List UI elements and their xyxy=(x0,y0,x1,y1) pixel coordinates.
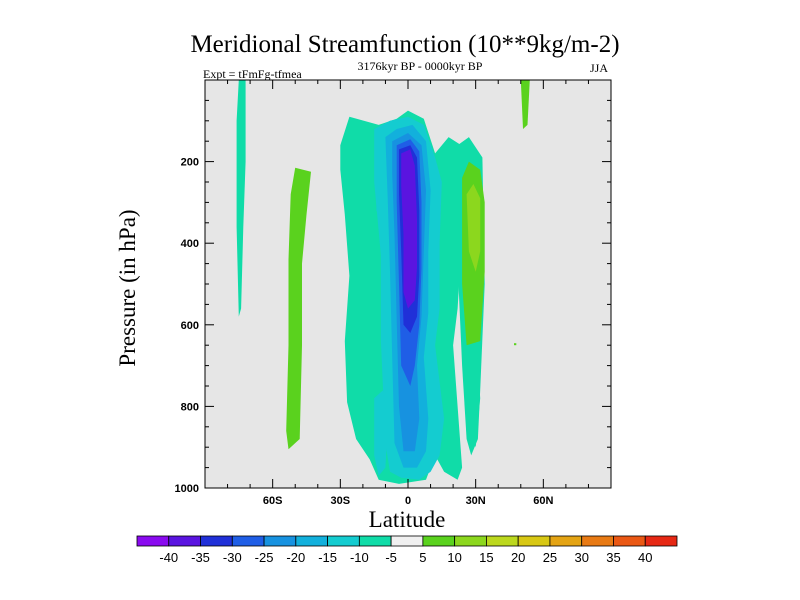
y-axis-label: Pressure (in hPa) xyxy=(115,209,140,366)
colorbar-label: -30 xyxy=(223,550,242,565)
colorbar-swatch xyxy=(200,535,233,547)
region-sh-subtropic-cyan xyxy=(374,390,388,476)
colorbar-label: 35 xyxy=(606,550,620,565)
region-sh-highlat-teal xyxy=(236,80,246,317)
colorbar-swatch xyxy=(136,535,170,547)
colorbar-swatch xyxy=(422,535,456,547)
colorbar-label: -20 xyxy=(286,550,305,565)
colorbar-label: -15 xyxy=(318,550,337,565)
contour-regions xyxy=(236,80,530,484)
colorbar-swatch xyxy=(168,535,201,547)
subtitle-left: Expt = tFmFg-tfmea xyxy=(203,67,302,81)
colorbar-swatch xyxy=(581,535,614,547)
x-axis-label: Latitude xyxy=(369,507,446,532)
x-tick-label: 0 xyxy=(405,495,411,507)
x-tick-label: 60N xyxy=(533,495,553,507)
colorbar-label: 30 xyxy=(574,550,588,565)
y-tick-label: 800 xyxy=(181,401,199,413)
colorbar-swatch xyxy=(517,535,551,547)
colorbar-swatch xyxy=(327,535,360,547)
chart-title: Meridional Streamfunction (10**9kg/m-2) xyxy=(190,31,619,58)
region-nh-subtrop-yellowgreen xyxy=(466,184,481,272)
x-tick-label: 30N xyxy=(466,495,486,507)
x-tick-label: 60S xyxy=(263,495,283,507)
colorbar-swatch xyxy=(390,535,424,547)
subtitle-right: JJA xyxy=(590,61,608,75)
y-tick-label: 400 xyxy=(181,238,199,250)
y-tick-label: 1000 xyxy=(175,483,199,495)
colorbar-swatch xyxy=(549,535,583,547)
colorbar-swatch xyxy=(454,535,487,547)
axis-ticks: 60S 30S 0 30N 60N 200 400 600 800 1000 xyxy=(175,80,611,507)
colorbar-label: 5 xyxy=(419,550,426,565)
colorbar-swatch xyxy=(358,535,392,547)
colorbar-label: -35 xyxy=(191,550,210,565)
y-tick-label: 200 xyxy=(181,157,199,169)
y-tick-label: 600 xyxy=(181,320,199,332)
x-tick-label: 30S xyxy=(331,495,351,507)
colorbar-label: 40 xyxy=(638,550,652,565)
colorbar-label: 10 xyxy=(447,550,461,565)
colorbar-swatch xyxy=(263,535,297,547)
colorbar-label: 15 xyxy=(479,550,493,565)
colorbar-swatch xyxy=(613,535,646,547)
region-tropical-purple xyxy=(401,149,417,309)
colorbar-label: -40 xyxy=(159,550,178,565)
colorbar-label: 20 xyxy=(511,550,525,565)
region-sh-small-cyan xyxy=(376,186,379,215)
region-nh-highlat-green xyxy=(520,80,530,129)
colorbar-label: -25 xyxy=(255,550,274,565)
colorbar: -40 -35 -30 -25 -20 -15 -10 -5 5 10 15 20 25 30 35 40 xyxy=(136,535,678,565)
colorbar-swatch xyxy=(486,535,519,547)
subtitle-center: 3176kyr BP - 0000kyr BP xyxy=(358,59,483,73)
colorbar-label: 25 xyxy=(543,550,557,565)
colorbar-swatch xyxy=(295,535,328,547)
region-sh-midlat-green xyxy=(286,167,311,450)
colorbar-swatch xyxy=(644,535,678,547)
colorbar-swatch xyxy=(231,535,265,547)
colorbar-label: -10 xyxy=(350,550,369,565)
colorbar-label: -5 xyxy=(385,550,397,565)
region-nh-dot-green xyxy=(514,343,517,346)
region-nh-column-teal xyxy=(471,357,481,448)
